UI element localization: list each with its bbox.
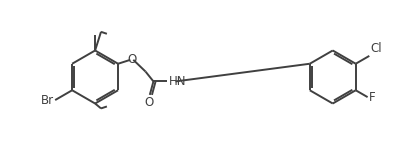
- Text: HN: HN: [169, 75, 186, 88]
- Text: F: F: [369, 91, 376, 104]
- Text: Br: Br: [41, 94, 54, 107]
- Text: O: O: [145, 96, 154, 109]
- Text: O: O: [127, 53, 136, 66]
- Text: Cl: Cl: [370, 42, 382, 55]
